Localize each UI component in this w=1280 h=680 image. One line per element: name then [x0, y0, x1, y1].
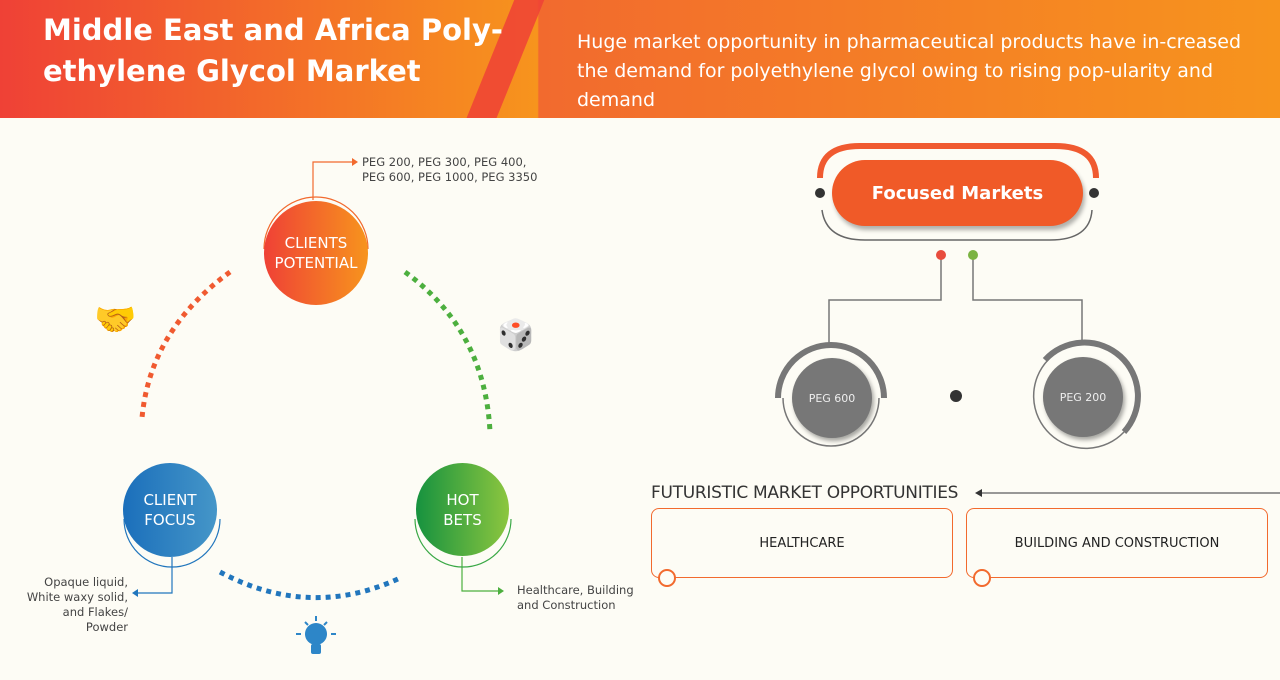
- building-construction-box: BUILDING AND CONSTRUCTION: [966, 508, 1268, 578]
- focused-markets-title: Focused Markets: [832, 160, 1083, 226]
- hot-bets-label-2: BETS: [443, 510, 482, 529]
- client-focus-node: CLIENT FOCUS: [123, 463, 217, 557]
- client-focus-label-2: FOCUS: [144, 511, 196, 529]
- hot-bets-note: Healthcare, Building and Construction: [517, 583, 634, 612]
- orange-dashed-arc: [139, 269, 232, 419]
- handshake-icon: 🤝: [94, 300, 137, 340]
- hot-bets-label-1: HOT: [446, 490, 479, 509]
- client-focus-label-1: CLIENT: [143, 491, 197, 509]
- hot-bets-node: HOT BETS: [416, 463, 509, 556]
- clients-potential-label-2: POTENTIAL: [274, 254, 358, 272]
- client-focus-note: Opaque liquid, White waxy solid, and Fla…: [26, 575, 128, 634]
- header-banner: Middle East and Africa Poly-ethylene Gly…: [0, 0, 1280, 118]
- peg-200-node: PEG 200: [1043, 357, 1123, 437]
- ring-marker: [973, 569, 991, 587]
- clients-potential-node: CLIENTS POTENTIAL: [264, 201, 368, 305]
- clients-potential-note: PEG 200, PEG 300, PEG 400, PEG 600, PEG …: [362, 155, 538, 184]
- ring-marker: [658, 569, 676, 587]
- clients-potential-label-1: CLIENTS: [284, 234, 348, 252]
- page-subtitle: Huge market opportunity in pharmaceutica…: [577, 31, 1242, 111]
- green-dashed-arc: [403, 269, 493, 433]
- peg-600-node: PEG 600: [792, 358, 872, 438]
- blue-dashed-arc: [218, 569, 402, 600]
- page-title: Middle East and Africa Poly-ethylene Gly…: [43, 13, 503, 88]
- healthcare-box: HEALTHCARE: [651, 508, 953, 578]
- futuristic-title: FUTURISTIC MARKET OPPORTUNITIES: [651, 483, 959, 503]
- lightbulb-icon: [296, 616, 336, 654]
- dice-hand-icon: 🎲: [497, 318, 535, 353]
